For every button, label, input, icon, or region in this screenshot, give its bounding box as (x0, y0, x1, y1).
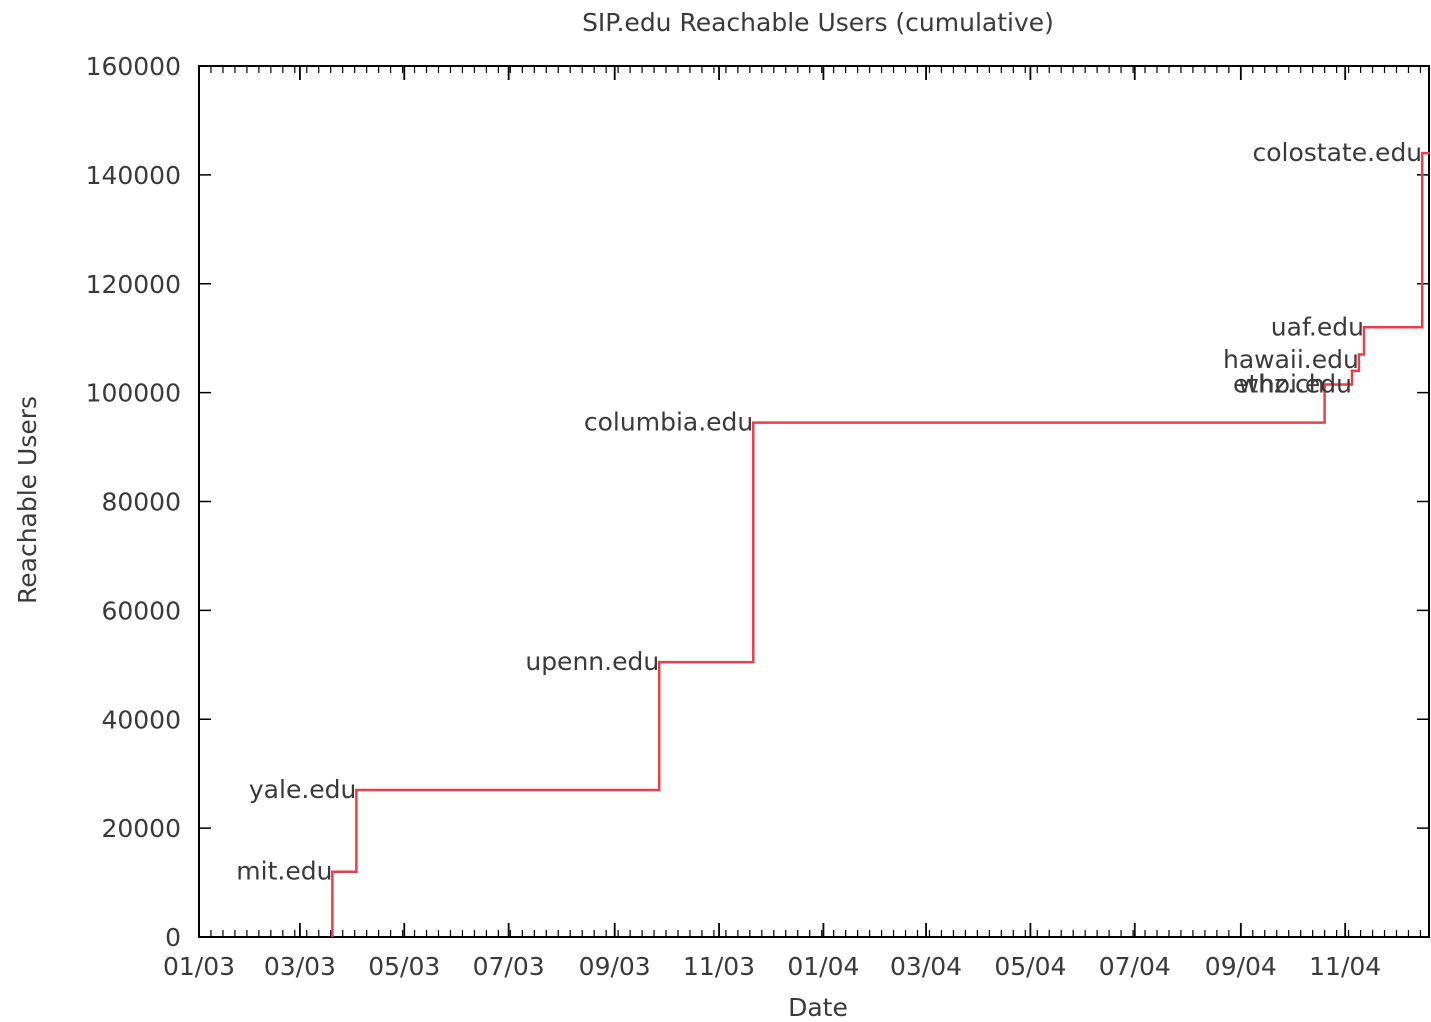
annotation-label: colostate.edu (1253, 138, 1423, 167)
x-tick-label: 05/04 (994, 952, 1066, 981)
y-tick-label: 20000 (101, 814, 181, 843)
series-layer (331, 151, 1431, 937)
axes-layer: 0 20000 40000 60000 80000 100000 120000 140000 1… (86, 52, 1430, 981)
annotation-layer: mit.edu yale.edu upenn.edu columbia.edu ethz… (236, 138, 1422, 886)
annotation-label: mit.edu (236, 857, 332, 886)
plot-frame (198, 65, 1430, 938)
series-point (331, 870, 334, 873)
annotation-label: yale.edu (249, 775, 356, 804)
series-point (1427, 151, 1431, 155)
x-tick-label: 05/03 (368, 952, 440, 981)
series-point (657, 660, 661, 664)
series-point (1357, 353, 1361, 356)
y-tick-label: 100000 (86, 379, 181, 408)
x-tick-label: 07/04 (1099, 952, 1171, 981)
chart-title: SIP.edu Reachable Users (cumulative) (582, 8, 1054, 37)
x-axis-label: Date (788, 993, 848, 1022)
x-tick-label: 11/03 (683, 952, 755, 981)
x-tick-label: 03/04 (890, 952, 962, 981)
x-tick-label: 07/03 (473, 952, 545, 981)
annotation-label: whoi.edu (1238, 369, 1352, 398)
y-tick-label: 160000 (86, 52, 181, 81)
y-tick-label: 40000 (101, 705, 181, 734)
annotation-label: upenn.edu (525, 647, 659, 676)
x-tick-label: 09/04 (1205, 952, 1277, 981)
y-tick-label: 120000 (86, 270, 181, 299)
annotation-label: hawaii.edu (1223, 345, 1359, 374)
x-tick-label: 01/03 (163, 952, 235, 981)
x-tick-label: 03/03 (264, 952, 336, 981)
series-point (355, 788, 358, 792)
series-point (1420, 151, 1424, 155)
y-tick-label: 140000 (86, 161, 181, 190)
y-tick-label: 0 (165, 923, 181, 952)
annotation-label: ethz.ch (1233, 369, 1325, 398)
annotation-label: uaf.edu (1271, 312, 1364, 341)
x-tick-label: 09/03 (579, 952, 651, 981)
y-tick-label: 80000 (101, 488, 181, 517)
x-tick-label: 01/04 (787, 952, 859, 981)
y-axis-label: Reachable Users (13, 396, 42, 604)
series-point (1350, 369, 1354, 373)
annotation-label: columbia.edu (584, 408, 753, 437)
series-point (1362, 326, 1366, 329)
series-point (1323, 383, 1326, 386)
series-point (752, 421, 755, 424)
y-tick-label: 60000 (101, 596, 181, 625)
x-tick-label: 11/04 (1309, 952, 1381, 981)
series-line (331, 151, 1429, 937)
